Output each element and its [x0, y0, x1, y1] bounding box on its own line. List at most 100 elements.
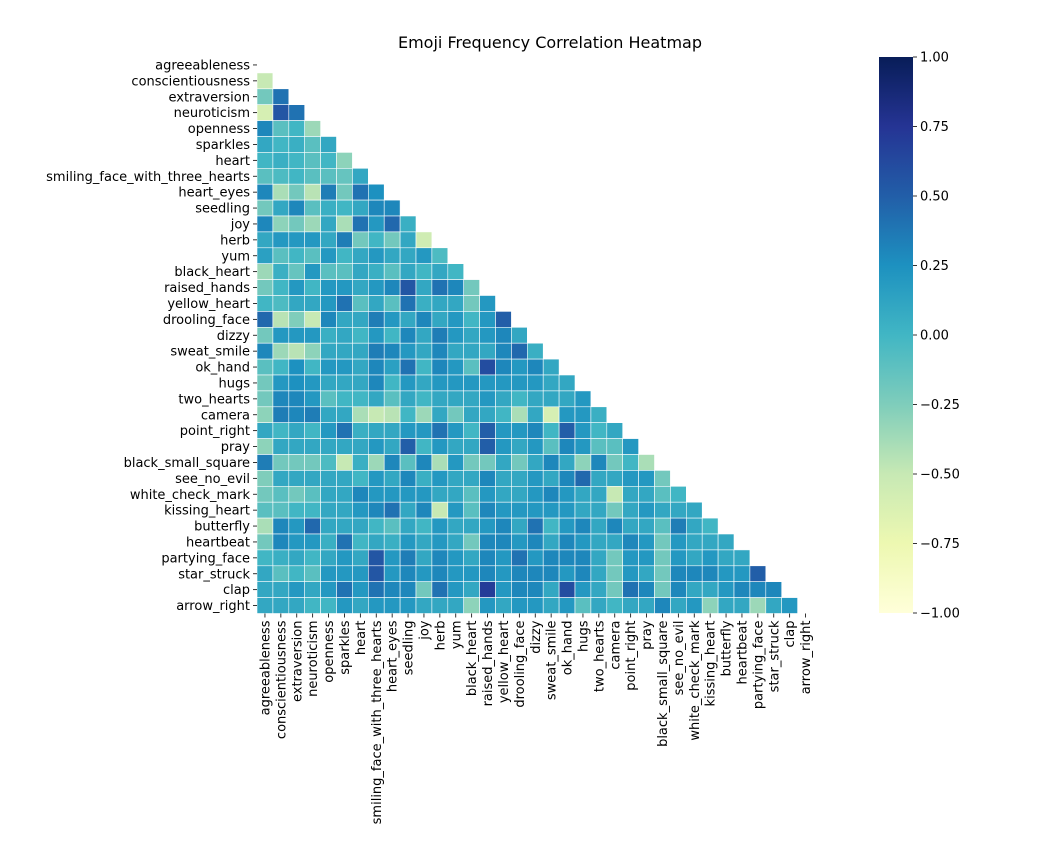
heatmap-cell: [574, 501, 592, 519]
heatmap-cell: [463, 390, 480, 408]
colorbar-tick-label: −0.50: [920, 468, 960, 483]
x-tick-label: heart: [354, 621, 369, 656]
heatmap-cell: [256, 390, 274, 408]
heatmap-cell: [574, 565, 592, 582]
heatmap-cell: [685, 533, 703, 551]
heatmap-cell: [320, 485, 337, 503]
heatmap-cell: [431, 549, 449, 567]
heatmap-cell: [670, 581, 687, 598]
heatmap-cell: [256, 263, 274, 280]
heatmap-cell: [367, 374, 385, 392]
heatmap-cell: [670, 533, 687, 551]
heatmap-cell: [288, 120, 305, 137]
heatmap-cell: [383, 231, 401, 249]
heatmap-cell: [511, 485, 528, 503]
heatmap-cell: [288, 295, 305, 312]
heatmap-cell: [526, 549, 544, 567]
heatmap-cell: [352, 168, 369, 185]
x-tick-label: dizzy: [529, 620, 544, 654]
heatmap-cell: [367, 311, 385, 328]
heatmap-cell: [304, 501, 321, 519]
heatmap-cell: [272, 390, 290, 408]
heatmap-cell: [304, 597, 321, 614]
y-tick-label: clap: [223, 583, 250, 598]
heatmap-cell: [574, 454, 592, 471]
x-tick-label: seedling: [402, 621, 417, 676]
heatmap-cell: [399, 263, 417, 280]
heatmap-cell: [256, 501, 274, 519]
heatmap-cell: [272, 231, 290, 249]
heatmap-cell: [558, 533, 576, 551]
heatmap-cell: [463, 565, 480, 582]
heatmap-cell: [495, 517, 512, 535]
heatmap-cell: [256, 517, 274, 535]
y-tick-label: openness: [188, 122, 250, 137]
heatmap-cell: [479, 358, 496, 376]
heatmap-cell: [495, 342, 512, 360]
heatmap-cell: [320, 136, 337, 153]
heatmap-cell: [622, 501, 639, 519]
heatmap-cell: [511, 517, 528, 535]
heatmap-cell: [495, 374, 512, 392]
heatmap-cell: [590, 438, 608, 455]
heatmap-cell: [622, 485, 639, 503]
heatmap-cell: [399, 501, 417, 519]
heatmap-cell: [272, 279, 290, 296]
x-tick-label: two_hearts: [592, 620, 607, 692]
heatmap-cell: [431, 295, 449, 312]
heatmap-cell: [304, 454, 321, 471]
heatmap-cell: [256, 454, 274, 471]
colorbar-tick-label: −0.75: [920, 537, 960, 552]
heatmap-cell: [288, 168, 305, 185]
heatmap-cell: [765, 581, 782, 598]
heatmap-cell: [701, 517, 719, 535]
heatmap-cell: [320, 199, 337, 217]
heatmap-cell: [526, 597, 544, 614]
heatmap-cell: [288, 454, 305, 471]
heatmap-cell: [463, 470, 480, 487]
heatmap-cell: [272, 358, 290, 376]
heatmap-cell: [526, 517, 544, 535]
x-tick-label: smiling_face_with_three_hearts: [370, 620, 385, 824]
heatmap-cell: [622, 549, 639, 567]
x-tick-label: ok_hand: [561, 621, 576, 676]
heatmap-cell: [638, 454, 655, 471]
heatmap-cell: [542, 406, 560, 423]
heatmap-cell: [304, 263, 321, 280]
colorbar-tick-label: 1.00: [920, 51, 949, 66]
heatmap-cell: [415, 597, 433, 614]
heatmap-cell: [558, 565, 576, 582]
heatmap-cell: [463, 501, 480, 519]
heatmap-cell: [367, 422, 385, 439]
heatmap-cell: [367, 295, 385, 312]
heatmap-cell: [495, 406, 512, 423]
heatmap-cell: [415, 247, 433, 265]
heatmap-cell: [336, 311, 353, 328]
x-tick-label: heart_eyes: [386, 620, 401, 692]
heatmap-cell: [352, 406, 369, 423]
x-tick-label: neuroticism: [306, 621, 321, 697]
heatmap-cell: [749, 597, 767, 614]
heatmap-cell: [479, 342, 496, 360]
heatmap-cell: [383, 279, 401, 296]
heatmap-cell: [590, 501, 608, 519]
x-tick-label: openness: [322, 620, 337, 682]
heatmap-cell: [336, 295, 353, 312]
heatmap-cell: [574, 438, 592, 455]
heatmap-cell: [288, 326, 305, 344]
heatmap-cell: [463, 533, 480, 551]
heatmap-cell: [701, 565, 719, 582]
heatmap-cell: [431, 247, 449, 265]
heatmap-cell: [399, 597, 417, 614]
y-tick-label: sparkles: [196, 138, 250, 153]
y-tick-label: camera: [201, 408, 250, 423]
heatmap-cell: [542, 438, 560, 455]
heatmap-cell: [526, 374, 544, 392]
heatmap-cell: [352, 183, 369, 201]
heatmap-cell: [304, 438, 321, 455]
heatmap-cell: [320, 152, 337, 169]
heatmap-cell: [272, 374, 290, 392]
heatmap-cell: [367, 454, 385, 471]
heatmap-cell: [463, 406, 480, 423]
heatmap-cell: [367, 406, 385, 423]
